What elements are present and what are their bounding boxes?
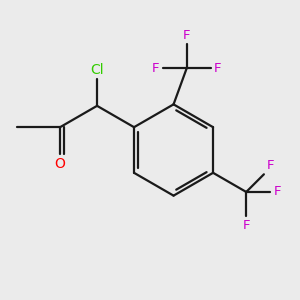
Text: Cl: Cl xyxy=(90,63,104,77)
Text: F: F xyxy=(152,62,160,75)
Text: F: F xyxy=(183,29,190,42)
Text: F: F xyxy=(242,219,250,232)
Text: F: F xyxy=(214,62,221,75)
Text: F: F xyxy=(273,185,281,199)
Text: F: F xyxy=(266,159,274,172)
Text: O: O xyxy=(55,157,65,171)
